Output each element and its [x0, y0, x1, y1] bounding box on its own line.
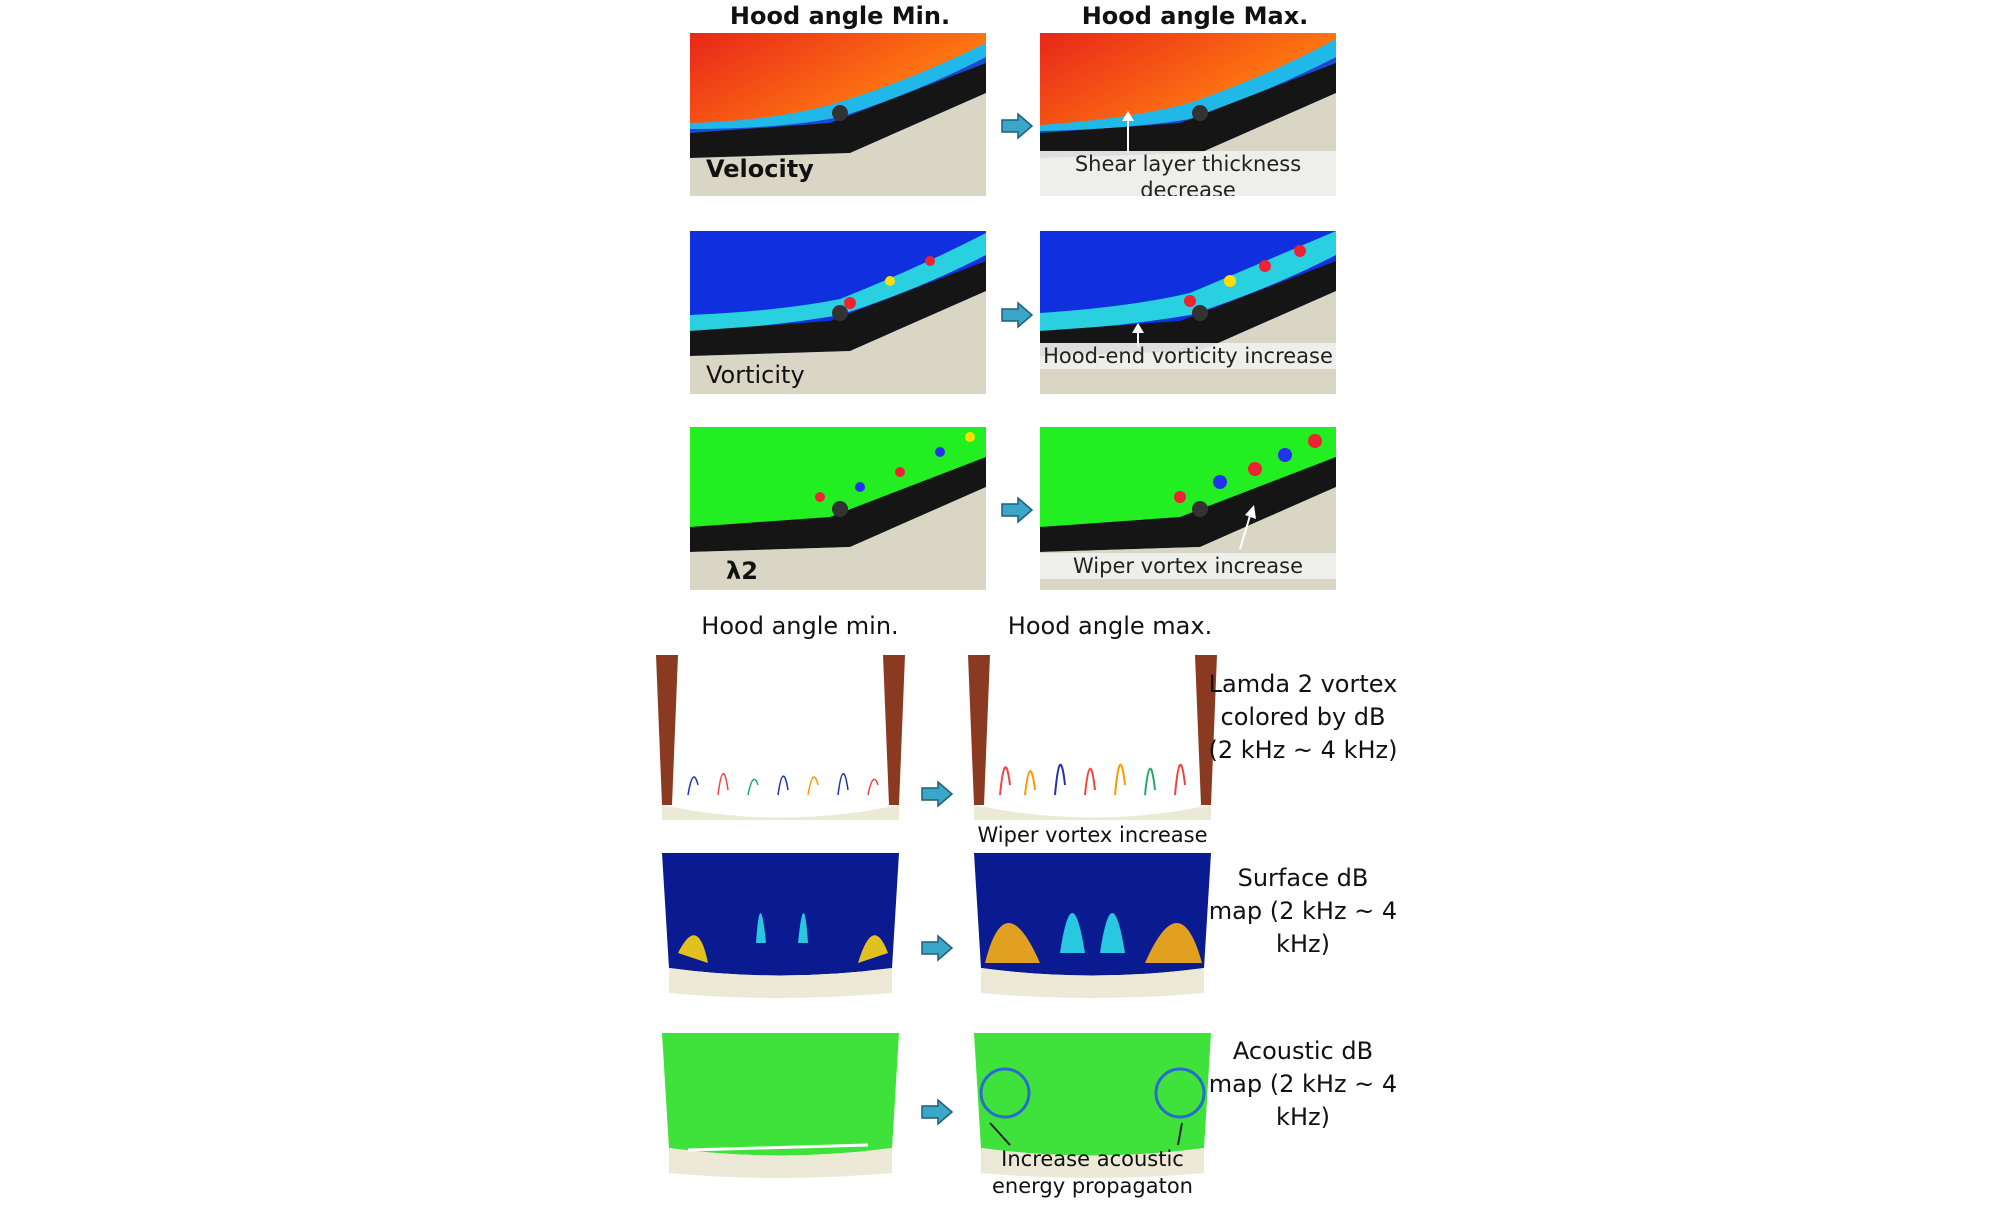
bottom-header-min: Hood angle min.: [701, 612, 899, 640]
right-arrow-icon: [1001, 496, 1034, 524]
lambda2-max-panel: Wiper vortex increase: [1040, 427, 1336, 590]
lambda2-label: λ2: [726, 557, 758, 585]
lambda2-annotation: Wiper vortex increase: [1040, 553, 1336, 579]
wiper-vortex-note: Wiper vortex increase: [977, 823, 1208, 847]
vorticity-min-panel: Vorticity: [690, 231, 986, 394]
vorticity-annotation: Hood-end vorticity increase: [1040, 343, 1336, 369]
vorticity-max-panel: Hood-end vorticity increase: [1040, 231, 1336, 394]
velocity-min-panel: Velocity: [690, 33, 986, 196]
top-header-min: Hood angle Min.: [729, 2, 951, 30]
right-arrow-icon: [1001, 301, 1034, 329]
right-arrow-icon: [921, 1098, 954, 1126]
velocity-annotation: Shear layer thickness decrease: [1040, 151, 1336, 196]
lambda2-side-label: Lamda 2 vortex colored by dB (2 kHz ~ 4 …: [1208, 670, 1398, 764]
acoustic-energy-note: Increase acoustic energy propagaton: [992, 1147, 1193, 1198]
right-arrow-icon: [1001, 112, 1034, 140]
right-arrow-icon: [921, 780, 954, 808]
lambda2-vortex-max-panel: [960, 655, 1225, 820]
top-header-max: Hood angle Max.: [1081, 2, 1309, 30]
velocity-label: Velocity: [706, 155, 814, 183]
lambda2-min-panel: λ2: [690, 427, 986, 590]
surface-db-min-panel: [648, 853, 913, 1008]
velocity-max-panel: Shear layer thickness decrease: [1040, 33, 1336, 196]
surface-db-side-label: Surface dB map (2 kHz ~ 4 kHz): [1208, 864, 1398, 958]
bottom-header-max: Hood angle max.: [1007, 612, 1213, 640]
acoustic-db-side-label: Acoustic dB map (2 kHz ~ 4 kHz): [1208, 1037, 1398, 1131]
acoustic-db-max-panel: [960, 1033, 1225, 1188]
acoustic-db-min-panel: [648, 1033, 913, 1188]
vorticity-label: Vorticity: [706, 361, 805, 389]
right-arrow-icon: [921, 934, 954, 962]
lambda2-vortex-min-panel: [648, 655, 913, 820]
surface-db-max-panel: [960, 853, 1225, 1008]
